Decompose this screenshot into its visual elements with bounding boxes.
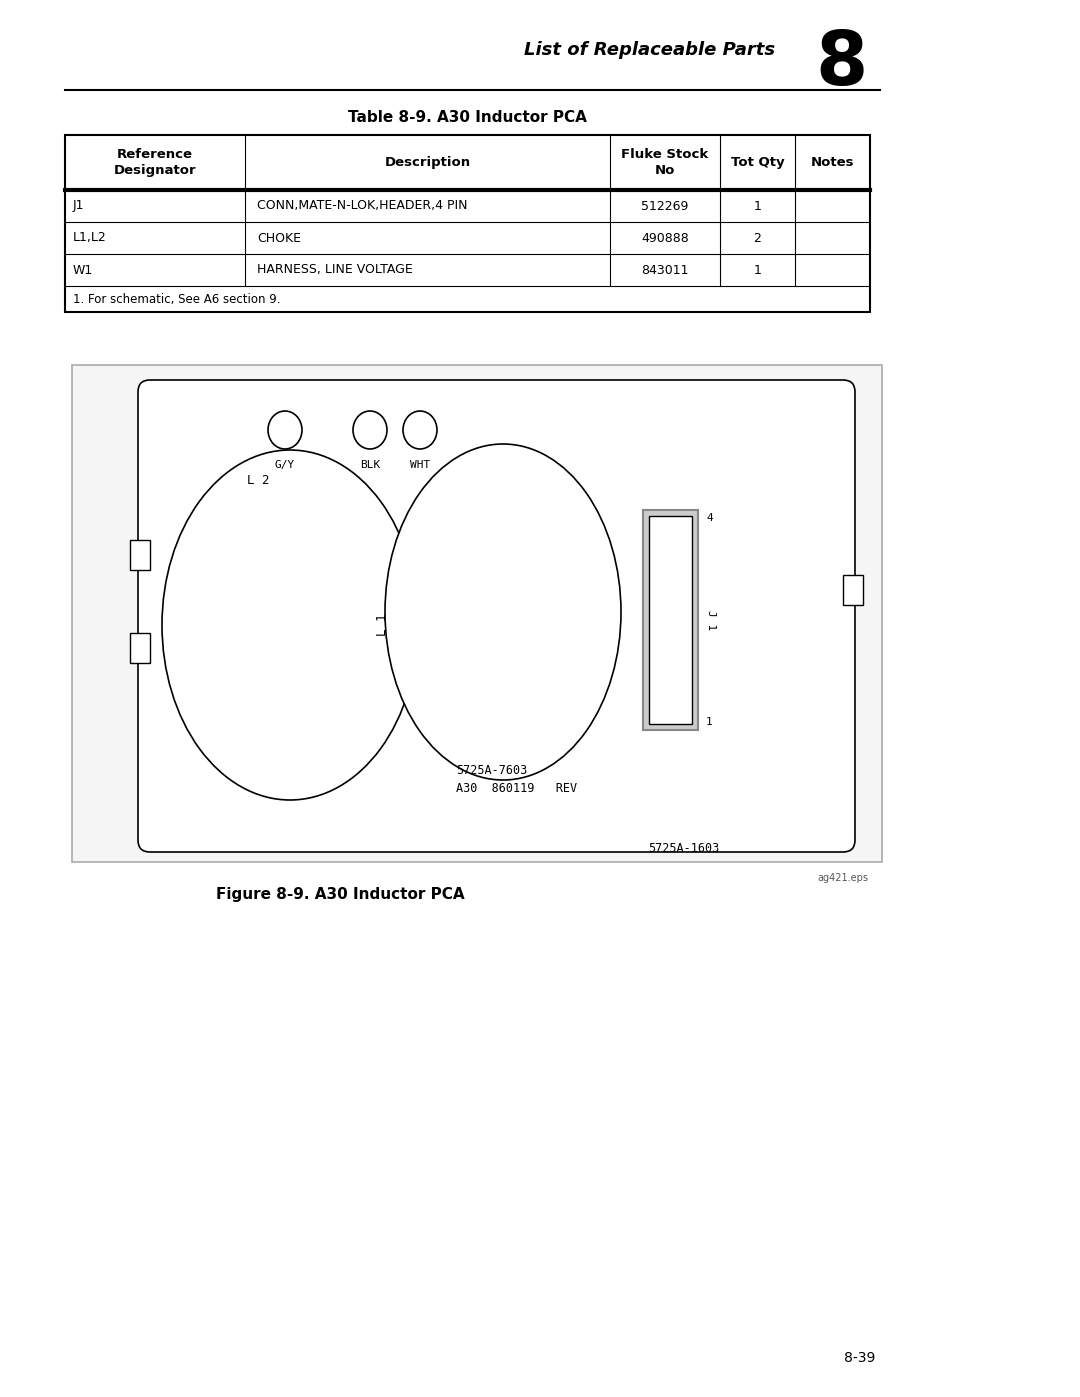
Text: 8: 8: [815, 28, 868, 102]
Bar: [130, 633, 150, 664]
Text: L1,L2: L1,L2: [73, 232, 107, 244]
Ellipse shape: [384, 444, 621, 780]
Text: 8-39: 8-39: [845, 1351, 876, 1365]
Ellipse shape: [353, 411, 387, 448]
Text: 1. For schematic, See A6 section 9.: 1. For schematic, See A6 section 9.: [73, 292, 281, 306]
Text: Reference: Reference: [117, 148, 193, 161]
Text: No: No: [654, 163, 675, 177]
Text: 512269: 512269: [642, 200, 689, 212]
Bar: [643, 510, 698, 731]
Text: L 2: L 2: [247, 474, 270, 486]
Text: CHOKE: CHOKE: [257, 232, 301, 244]
Text: 2: 2: [754, 232, 761, 244]
Text: 843011: 843011: [642, 264, 689, 277]
Bar: [843, 576, 863, 605]
Text: Figure 8-9. A30 Inductor PCA: Figure 8-9. A30 Inductor PCA: [216, 887, 464, 901]
Ellipse shape: [268, 411, 302, 448]
Text: List of Replaceable Parts: List of Replaceable Parts: [524, 41, 775, 59]
Ellipse shape: [162, 450, 418, 800]
Text: J1: J1: [73, 200, 84, 212]
Text: ag421.eps: ag421.eps: [816, 873, 868, 883]
Text: 5725A-1603: 5725A-1603: [648, 841, 719, 855]
Text: WHT: WHT: [410, 460, 430, 469]
Text: CONN,MATE-N-LOK,HEADER,4 PIN: CONN,MATE-N-LOK,HEADER,4 PIN: [257, 200, 468, 212]
FancyBboxPatch shape: [138, 380, 855, 852]
Text: 1: 1: [706, 717, 713, 726]
Ellipse shape: [403, 411, 437, 448]
Text: Notes: Notes: [811, 156, 854, 169]
Text: Table 8-9. A30 Inductor PCA: Table 8-9. A30 Inductor PCA: [348, 110, 586, 126]
Text: W1: W1: [73, 264, 93, 277]
Text: L 1: L 1: [376, 613, 389, 636]
Text: BLK: BLK: [360, 460, 380, 469]
Text: Designator: Designator: [113, 163, 197, 177]
Bar: [130, 541, 150, 570]
Text: 1: 1: [754, 264, 761, 277]
Text: Fluke Stock: Fluke Stock: [621, 148, 708, 161]
Text: 5725A-7603: 5725A-7603: [456, 764, 527, 777]
Bar: [65, 136, 870, 312]
Text: Tot Qty: Tot Qty: [731, 156, 784, 169]
Bar: [649, 515, 692, 724]
Text: 4: 4: [706, 513, 713, 522]
Text: 1: 1: [754, 200, 761, 212]
Text: HARNESS, LINE VOLTAGE: HARNESS, LINE VOLTAGE: [257, 264, 413, 277]
Bar: [72, 365, 882, 862]
Text: J 1: J 1: [706, 610, 716, 630]
Text: G/Y: G/Y: [275, 460, 295, 469]
Text: A30  860119   REV: A30 860119 REV: [456, 781, 577, 795]
Text: 490888: 490888: [642, 232, 689, 244]
Text: Description: Description: [384, 156, 471, 169]
